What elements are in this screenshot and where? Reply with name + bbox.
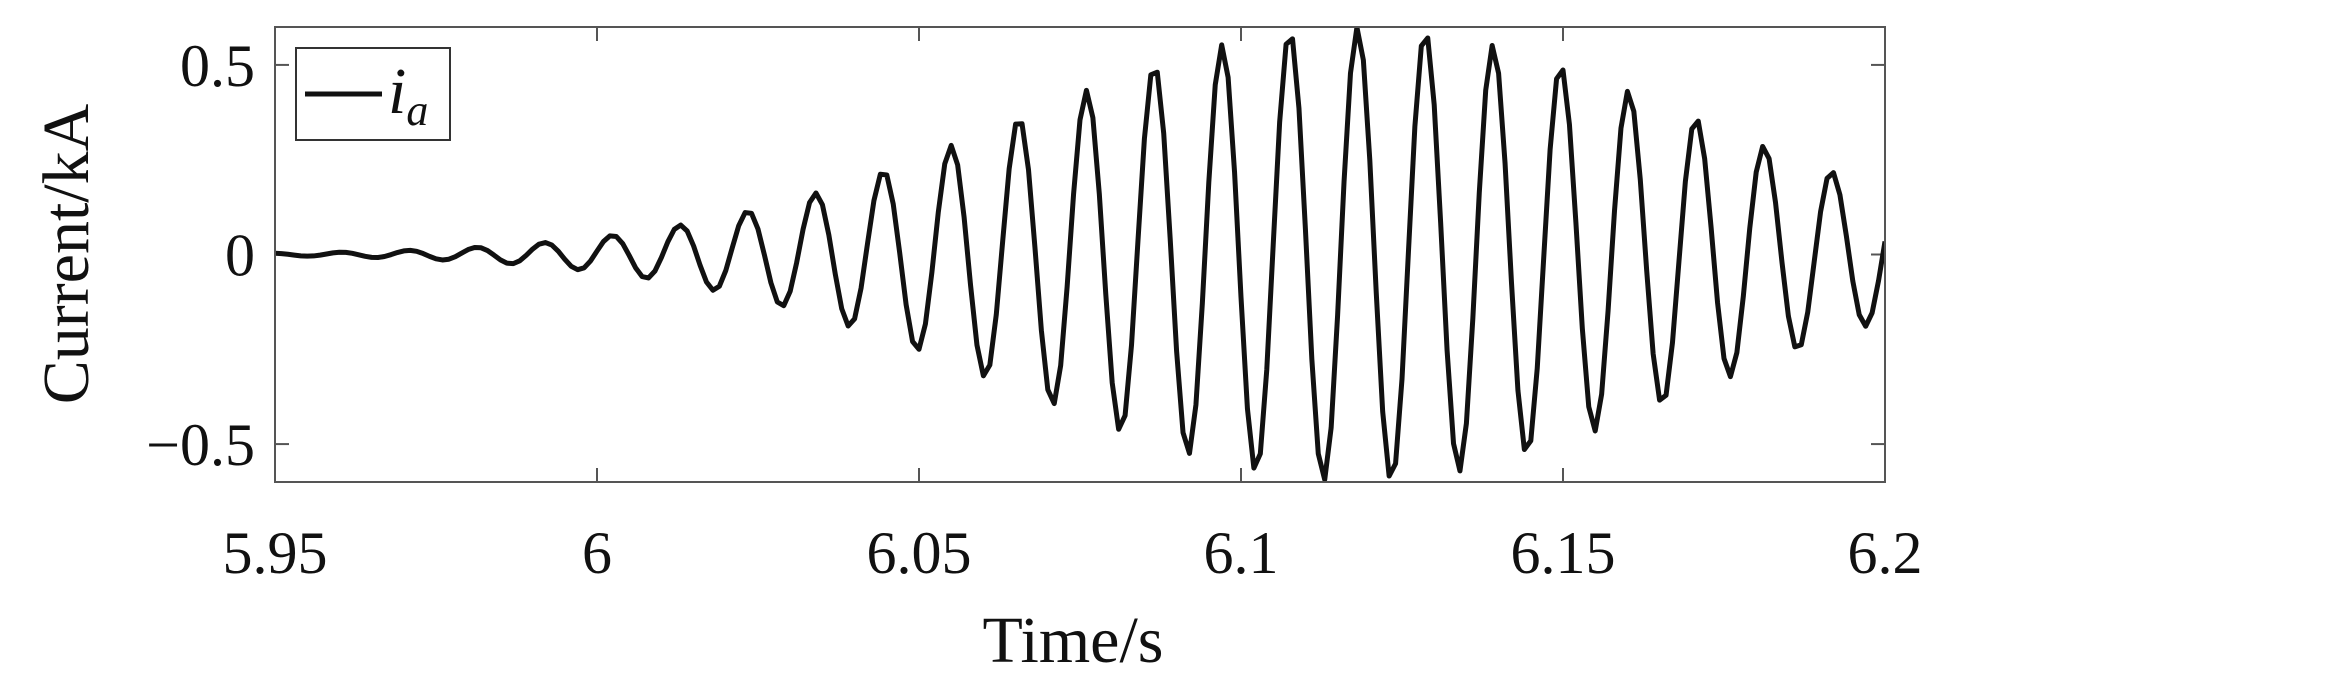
y-tick-label: 0.5 <box>180 33 255 99</box>
plot-frame <box>274 26 1886 483</box>
plot-area <box>275 27 1885 482</box>
x-tick-label: 6.15 <box>1511 520 1616 586</box>
y-tick-labels: −0.5 0 0.5 <box>146 33 255 478</box>
x-tick-label: 6.05 <box>867 520 972 586</box>
y-tick-label: −0.5 <box>146 412 255 478</box>
legend: ia <box>295 47 451 141</box>
x-tick-labels: 5.95 6 6.05 6.1 6.15 6.2 <box>223 520 1923 586</box>
x-tick-label: 6 <box>582 520 612 586</box>
legend-entry-label: ia <box>388 55 428 135</box>
y-axis-label: Current/kA <box>30 103 103 404</box>
x-tick-label: 6.1 <box>1204 520 1279 586</box>
x-tick-label: 5.95 <box>223 520 328 586</box>
legend-entry-subscript: a <box>406 86 428 135</box>
y-tick-label: 0 <box>225 223 255 289</box>
x-tick-label: 6.2 <box>1848 520 1923 586</box>
legend-entry-main: i <box>388 55 406 128</box>
x-axis-label: Time/s <box>983 604 1164 677</box>
series-i-a-line <box>275 27 1885 482</box>
